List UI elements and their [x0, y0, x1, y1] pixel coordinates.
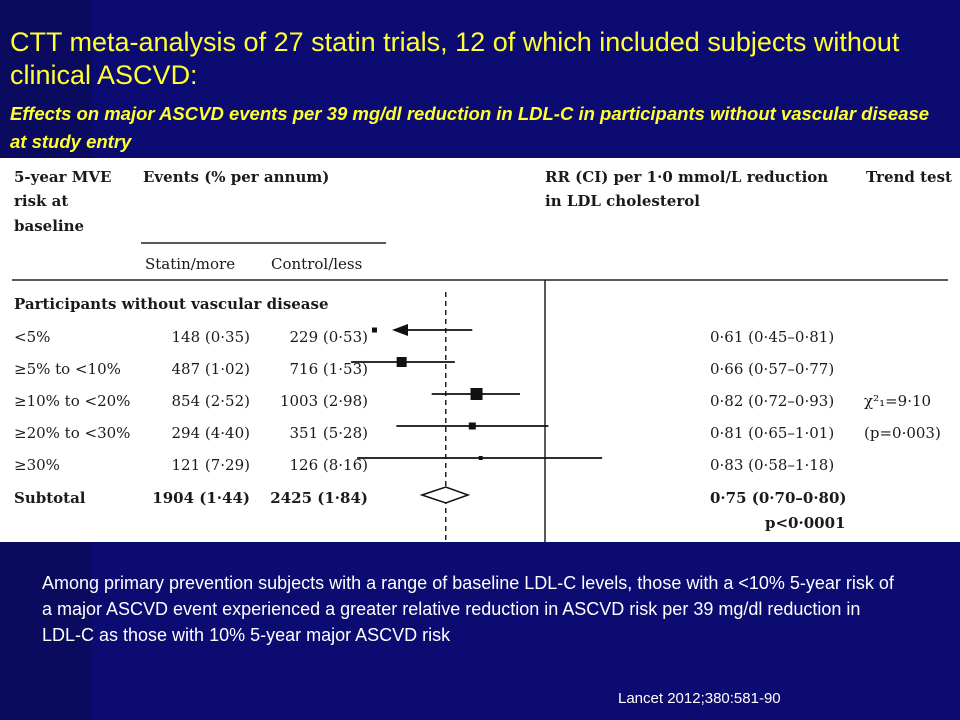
row-statin: 121 (7·29) [171, 456, 250, 474]
trend-test-p: (p=0·003) [864, 424, 941, 442]
row-control: 351 (5·28) [289, 424, 368, 442]
subtotal-rr-text: 0·75 (0·70–0·80) [710, 489, 847, 507]
header-control: Control/less [271, 255, 362, 273]
row-rr-text: 0·83 (0·58–1·18) [710, 456, 834, 474]
row-rr-text: 0·61 (0·45–0·81) [710, 328, 834, 346]
summary-text: Among primary prevention subjects with a… [42, 573, 894, 645]
row-point-box [396, 357, 407, 367]
row-statin: 854 (2·52) [171, 392, 250, 410]
slide-title: CTT meta-analysis of 27 statin trials, 1… [10, 27, 900, 90]
slide-subtitle: Effects on major ASCVD events per 39 mg/… [10, 103, 930, 152]
header-rr-line1: RR (CI) per 1·0 mmol/L reduction [545, 168, 828, 186]
row-control: 716 (1·53) [289, 360, 368, 378]
row-ci-arrow [392, 324, 408, 336]
row-control: 126 (8·16) [289, 456, 368, 474]
trend-test-stat: χ²₁=9·10 [864, 392, 931, 410]
header-trend: Trend test [866, 168, 952, 186]
row-rr-text: 0·81 (0·65–1·01) [710, 424, 834, 442]
row-label: ≥5% to <10% [14, 360, 121, 378]
row-label: ≥20% to <30% [14, 424, 130, 442]
citation: Lancet 2012;380:581-90 [618, 690, 781, 707]
forest-plot-svg: 5-year MVE risk at baseline Events (% pe… [12, 168, 952, 542]
header-risk-line3: baseline [14, 217, 84, 235]
row-statin: 294 (4·40) [171, 424, 250, 442]
row-label: <5% [14, 328, 50, 346]
row-point-box [371, 327, 377, 333]
row-control: 1003 (2·98) [280, 392, 368, 410]
row-control: 229 (0·53) [289, 328, 368, 346]
header-risk-line2: risk at [14, 192, 68, 210]
subtotal-diamond [419, 486, 471, 504]
forest-plot-figure: 5-year MVE risk at baseline Events (% pe… [0, 158, 960, 542]
header-rr-line2: in LDL cholesterol [545, 192, 700, 210]
row-rr-text: 0·82 (0·72–0·93) [710, 392, 834, 410]
row-point-box [478, 456, 483, 460]
header-events: Events (% per annum) [143, 168, 329, 186]
subtotal-p-value: p<0·0001 [765, 514, 845, 532]
row-statin: 148 (0·35) [171, 328, 250, 346]
header-statin: Statin/more [145, 255, 235, 273]
row-statin: 487 (1·02) [171, 360, 250, 378]
subtotal-control: 2425 (1·84) [270, 489, 368, 507]
group-label: Participants without vascular disease [14, 295, 329, 313]
row-point-box [470, 388, 483, 400]
row-label: ≥10% to <20% [14, 392, 130, 410]
header-risk-line1: 5-year MVE [14, 168, 111, 186]
row-rr-text: 0·66 (0·57–0·77) [710, 360, 834, 378]
row-point-box [468, 422, 476, 430]
subtotal-label: Subtotal [14, 489, 86, 507]
row-label: ≥30% [14, 456, 60, 474]
subtotal-statin: 1904 (1·44) [152, 489, 250, 507]
